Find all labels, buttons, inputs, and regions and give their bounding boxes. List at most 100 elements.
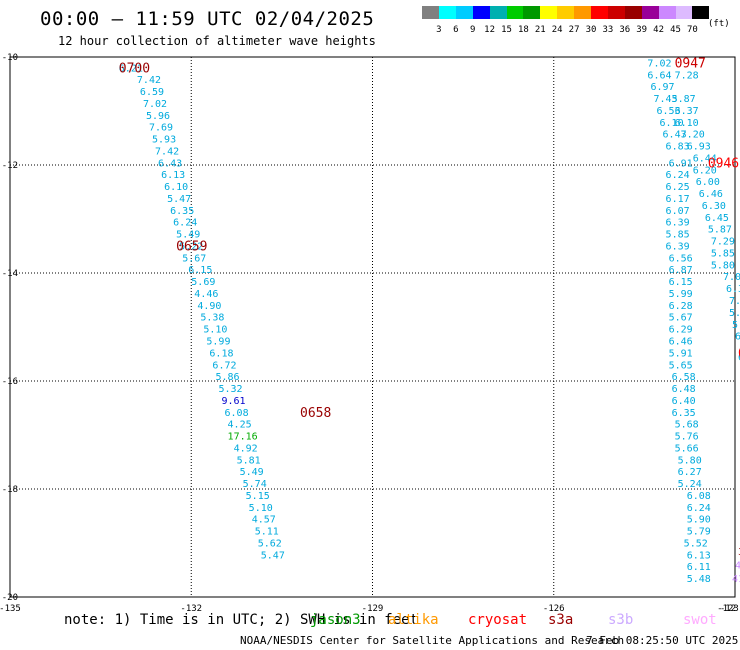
wave-height-point: 5.99 <box>206 337 230 348</box>
legend-swatch <box>506 6 524 19</box>
wave-height-point: 6.18 <box>209 348 233 359</box>
chart-subtitle: 12 hour collection of altimeter wave hei… <box>58 34 376 48</box>
legend-level: 3 <box>436 25 442 35</box>
wave-height-point: 6.46 <box>699 189 723 200</box>
wave-height-point: 5.32 <box>218 384 242 395</box>
satellite-label-s3a: s3a <box>548 612 574 628</box>
wave-height-point: 6.46 <box>669 337 693 348</box>
wave-height-point: 4.90 <box>197 301 221 312</box>
legend-level: 21 <box>534 25 546 35</box>
wave-height-point: 6.97 <box>650 82 674 93</box>
legend-swatch <box>692 6 710 19</box>
legend-level: 70 <box>686 25 698 35</box>
wave-height-point: 6.24 <box>666 170 690 181</box>
legend-swatch <box>523 6 541 19</box>
wave-height-point: 41.93 <box>732 574 740 585</box>
legend-level: 24 <box>551 25 563 35</box>
legend-swatch <box>489 6 507 19</box>
legend-swatch <box>675 6 693 19</box>
y-tick-label: -10 <box>2 53 18 63</box>
wave-height-point: 4.57 <box>252 515 276 526</box>
wave-height-point: 6.20 <box>693 165 717 176</box>
wave-height-point: 6.24 <box>173 218 197 229</box>
wave-height-point: 5.87 <box>708 225 732 236</box>
legend-swatch <box>557 6 575 19</box>
wave-height-point: 5.87 <box>672 94 696 105</box>
wave-height-point: 5.52 <box>684 538 708 549</box>
wave-height-point: 5.90 <box>687 515 711 526</box>
wave-height-point: 6.15 <box>669 277 693 288</box>
legend-unit: (ft) <box>708 19 730 29</box>
x-tick-label: -126 <box>543 604 565 614</box>
legend-level: 27 <box>568 25 580 35</box>
wave-height-point: 6.87 <box>669 265 693 276</box>
wave-height-point: 5.10 <box>203 325 227 336</box>
legend-level: 18 <box>517 25 529 35</box>
wave-height-point: 6.39 <box>666 241 690 252</box>
wave-height-point: 6.44 <box>693 153 717 164</box>
wave-height-point: 5.38 <box>200 313 224 324</box>
pass-time-label: 0946 <box>708 156 739 171</box>
wave-height-point: 7.13 <box>729 296 740 307</box>
wave-height-point: 5.65 <box>669 360 693 371</box>
legend-swatch <box>540 6 558 19</box>
wave-height-point: 6.64 <box>647 70 671 81</box>
wave-height-point: 6.25 <box>666 182 690 193</box>
wave-height-point: 6.91 <box>669 158 693 169</box>
wave-height-point: 5.15 <box>246 491 270 502</box>
wave-height-point: 4.46 <box>194 289 218 300</box>
wave-height-point: 5.67 <box>182 253 206 264</box>
pass-time-label: 0700 <box>119 61 150 76</box>
wave-height-point: 5.66 <box>675 443 699 454</box>
legend-level: 30 <box>585 25 597 35</box>
wave-height-point: 6.36 <box>735 332 740 343</box>
legend-swatch <box>472 6 490 19</box>
legend-level: 15 <box>501 25 512 35</box>
wave-height-point: 6.30 <box>702 201 726 212</box>
wave-height-point: 5.91 <box>669 348 693 359</box>
pass-time-label: 0945 <box>738 346 740 361</box>
wave-height-point: 6.30 <box>726 284 740 295</box>
wave-height-point: 7.42 <box>137 75 161 86</box>
wave-height-point: 5.69 <box>191 277 215 288</box>
wave-height-point: 6.53 <box>656 106 680 117</box>
footer-timestamp: 7 Feb 08:25:50 UTC 2025 <box>586 634 739 647</box>
wave-height-point: 6.24 <box>687 503 711 514</box>
y-tick-label: -12 <box>2 161 18 171</box>
wave-height-point: 5.49 <box>240 467 264 478</box>
satellite-label-jason3: jason3 <box>310 612 361 628</box>
wave-height-point: 6.58 <box>672 372 696 383</box>
wave-height-point: 34.56 <box>738 547 740 558</box>
wave-height-point: 6.37 <box>675 106 699 117</box>
legend-swatch <box>455 6 473 19</box>
y-tick-label: -14 <box>2 269 18 279</box>
wave-height-point: 5.11 <box>255 527 279 538</box>
satellite-label-cryosat: cryosat <box>468 612 528 628</box>
wave-height-point: 6.00 <box>696 177 720 188</box>
wave-height-point: 6.10 <box>660 118 684 129</box>
pass-time-label: 0658 <box>300 406 331 421</box>
wave-height-point: 6.27 <box>678 467 702 478</box>
wave-height-point: 7.28 <box>675 70 699 81</box>
x-tick-label: -135 <box>0 604 21 614</box>
legend-swatch <box>438 6 456 19</box>
wave-height-point: 6.28 <box>669 301 693 312</box>
wave-height-point: 6.13 <box>687 550 711 561</box>
wave-height-point: 5.85 <box>666 230 690 241</box>
footer-note: note: 1) Time is in UTC; 2) SWH is in fe… <box>64 612 419 628</box>
wave-height-point: 6.43 <box>663 130 687 141</box>
legend-swatch <box>607 6 625 19</box>
y-tick-label: -18 <box>2 485 18 495</box>
wave-height-point: 5.96 <box>146 111 170 122</box>
wave-height-point: 6.83 <box>666 142 690 153</box>
wave-height-point: 6.13 <box>161 170 185 181</box>
x-tick-label: -123 <box>717 604 739 614</box>
legend-swatch <box>422 6 439 19</box>
wave-height-point: 7.69 <box>149 123 173 134</box>
wave-height-point: 5.99 <box>669 289 693 300</box>
wave-height-point: 5.74 <box>243 479 267 490</box>
satellite-label-s3b: s3b <box>608 612 634 628</box>
legend-level: 39 <box>636 25 648 35</box>
wave-height-point: 6.10 <box>675 118 699 129</box>
